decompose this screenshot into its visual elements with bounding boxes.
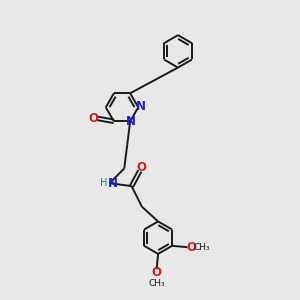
Text: N: N — [136, 100, 146, 113]
Text: CH₃: CH₃ — [193, 243, 210, 252]
Text: H: H — [100, 178, 107, 188]
Text: O: O — [186, 241, 196, 254]
Text: O: O — [136, 161, 146, 174]
Text: CH₃: CH₃ — [148, 279, 165, 288]
Text: O: O — [88, 112, 99, 125]
Text: N: N — [107, 177, 118, 190]
Text: N: N — [126, 116, 136, 128]
Text: O: O — [152, 266, 162, 279]
